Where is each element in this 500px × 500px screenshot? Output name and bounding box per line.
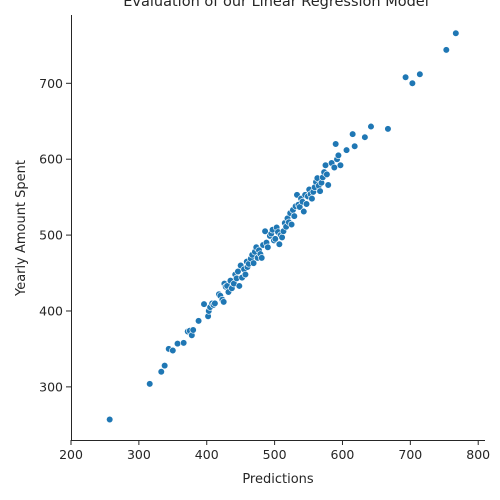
data-point-23 — [220, 298, 228, 306]
data-point-7 — [180, 339, 188, 347]
data-point-0 — [106, 415, 114, 424]
data-point-113 — [416, 70, 424, 78]
data-point-86 — [308, 195, 316, 203]
x-tick-label-3: 500 — [263, 447, 287, 462]
chart-title: Evaluation of our Linear Regression Mode… — [123, 0, 428, 10]
data-point-44 — [249, 259, 258, 267]
data-point-100 — [330, 163, 338, 172]
x-tick-label-0: 200 — [59, 447, 83, 462]
data-point-111 — [401, 73, 410, 81]
data-point-6 — [173, 340, 182, 348]
data-point-50 — [258, 254, 266, 262]
axes-layer — [71, 15, 485, 441]
x-tick-label-4: 600 — [331, 447, 355, 462]
x-tick-label-1: 300 — [127, 447, 151, 462]
data-point-62 — [275, 240, 283, 248]
data-point-12 — [194, 317, 203, 325]
data-point-92 — [316, 187, 324, 195]
data-point-114 — [442, 46, 450, 54]
y-tick-label-1: 400 — [39, 303, 63, 318]
data-point-105 — [342, 146, 351, 154]
data-point-115 — [452, 29, 460, 37]
data-point-1 — [146, 380, 154, 388]
data-point-71 — [287, 220, 296, 229]
data-point-80 — [300, 207, 308, 216]
data-point-5 — [169, 346, 177, 355]
data-point-13 — [200, 300, 208, 308]
data-point-2 — [157, 368, 165, 376]
x-tick-label-6: 800 — [466, 447, 490, 462]
data-point-11 — [189, 326, 197, 334]
x-tick-label-2: 400 — [195, 447, 219, 462]
data-point-98 — [324, 181, 332, 189]
data-point-54 — [264, 243, 272, 251]
x-ticks: 200 300 400 500 600 700 800 — [59, 440, 490, 462]
points-layer — [106, 29, 460, 424]
data-point-19 — [211, 299, 219, 307]
data-point-34 — [235, 282, 243, 290]
data-point-104 — [336, 161, 345, 169]
data-point-3 — [161, 362, 169, 370]
data-point-110 — [384, 125, 392, 133]
data-point-38 — [241, 270, 250, 279]
data-point-103 — [334, 151, 343, 159]
data-point-73 — [290, 212, 298, 220]
data-point-107 — [351, 142, 359, 150]
y-tick-label-0: 300 — [39, 379, 63, 394]
data-point-64 — [278, 233, 286, 241]
y-tick-label-3: 600 — [39, 152, 63, 167]
data-point-109 — [367, 122, 375, 131]
x-axis-label: Predictions — [242, 472, 314, 487]
data-point-52 — [261, 227, 269, 235]
data-point-59 — [271, 235, 279, 243]
y-ticks: 300 400 500 600 700 — [39, 76, 71, 394]
data-point-108 — [361, 133, 369, 141]
y-tick-label-2: 500 — [39, 228, 63, 243]
data-point-82 — [302, 200, 311, 208]
data-point-106 — [349, 130, 357, 138]
data-point-97 — [323, 170, 331, 178]
y-axis-label: Yearly Amount Spent — [14, 160, 29, 297]
data-point-101 — [332, 140, 340, 148]
data-point-96 — [321, 161, 330, 169]
data-point-33 — [234, 267, 242, 276]
y-tick-label-4: 700 — [39, 76, 63, 91]
x-tick-label-5: 700 — [398, 447, 422, 462]
data-point-112 — [408, 79, 416, 87]
